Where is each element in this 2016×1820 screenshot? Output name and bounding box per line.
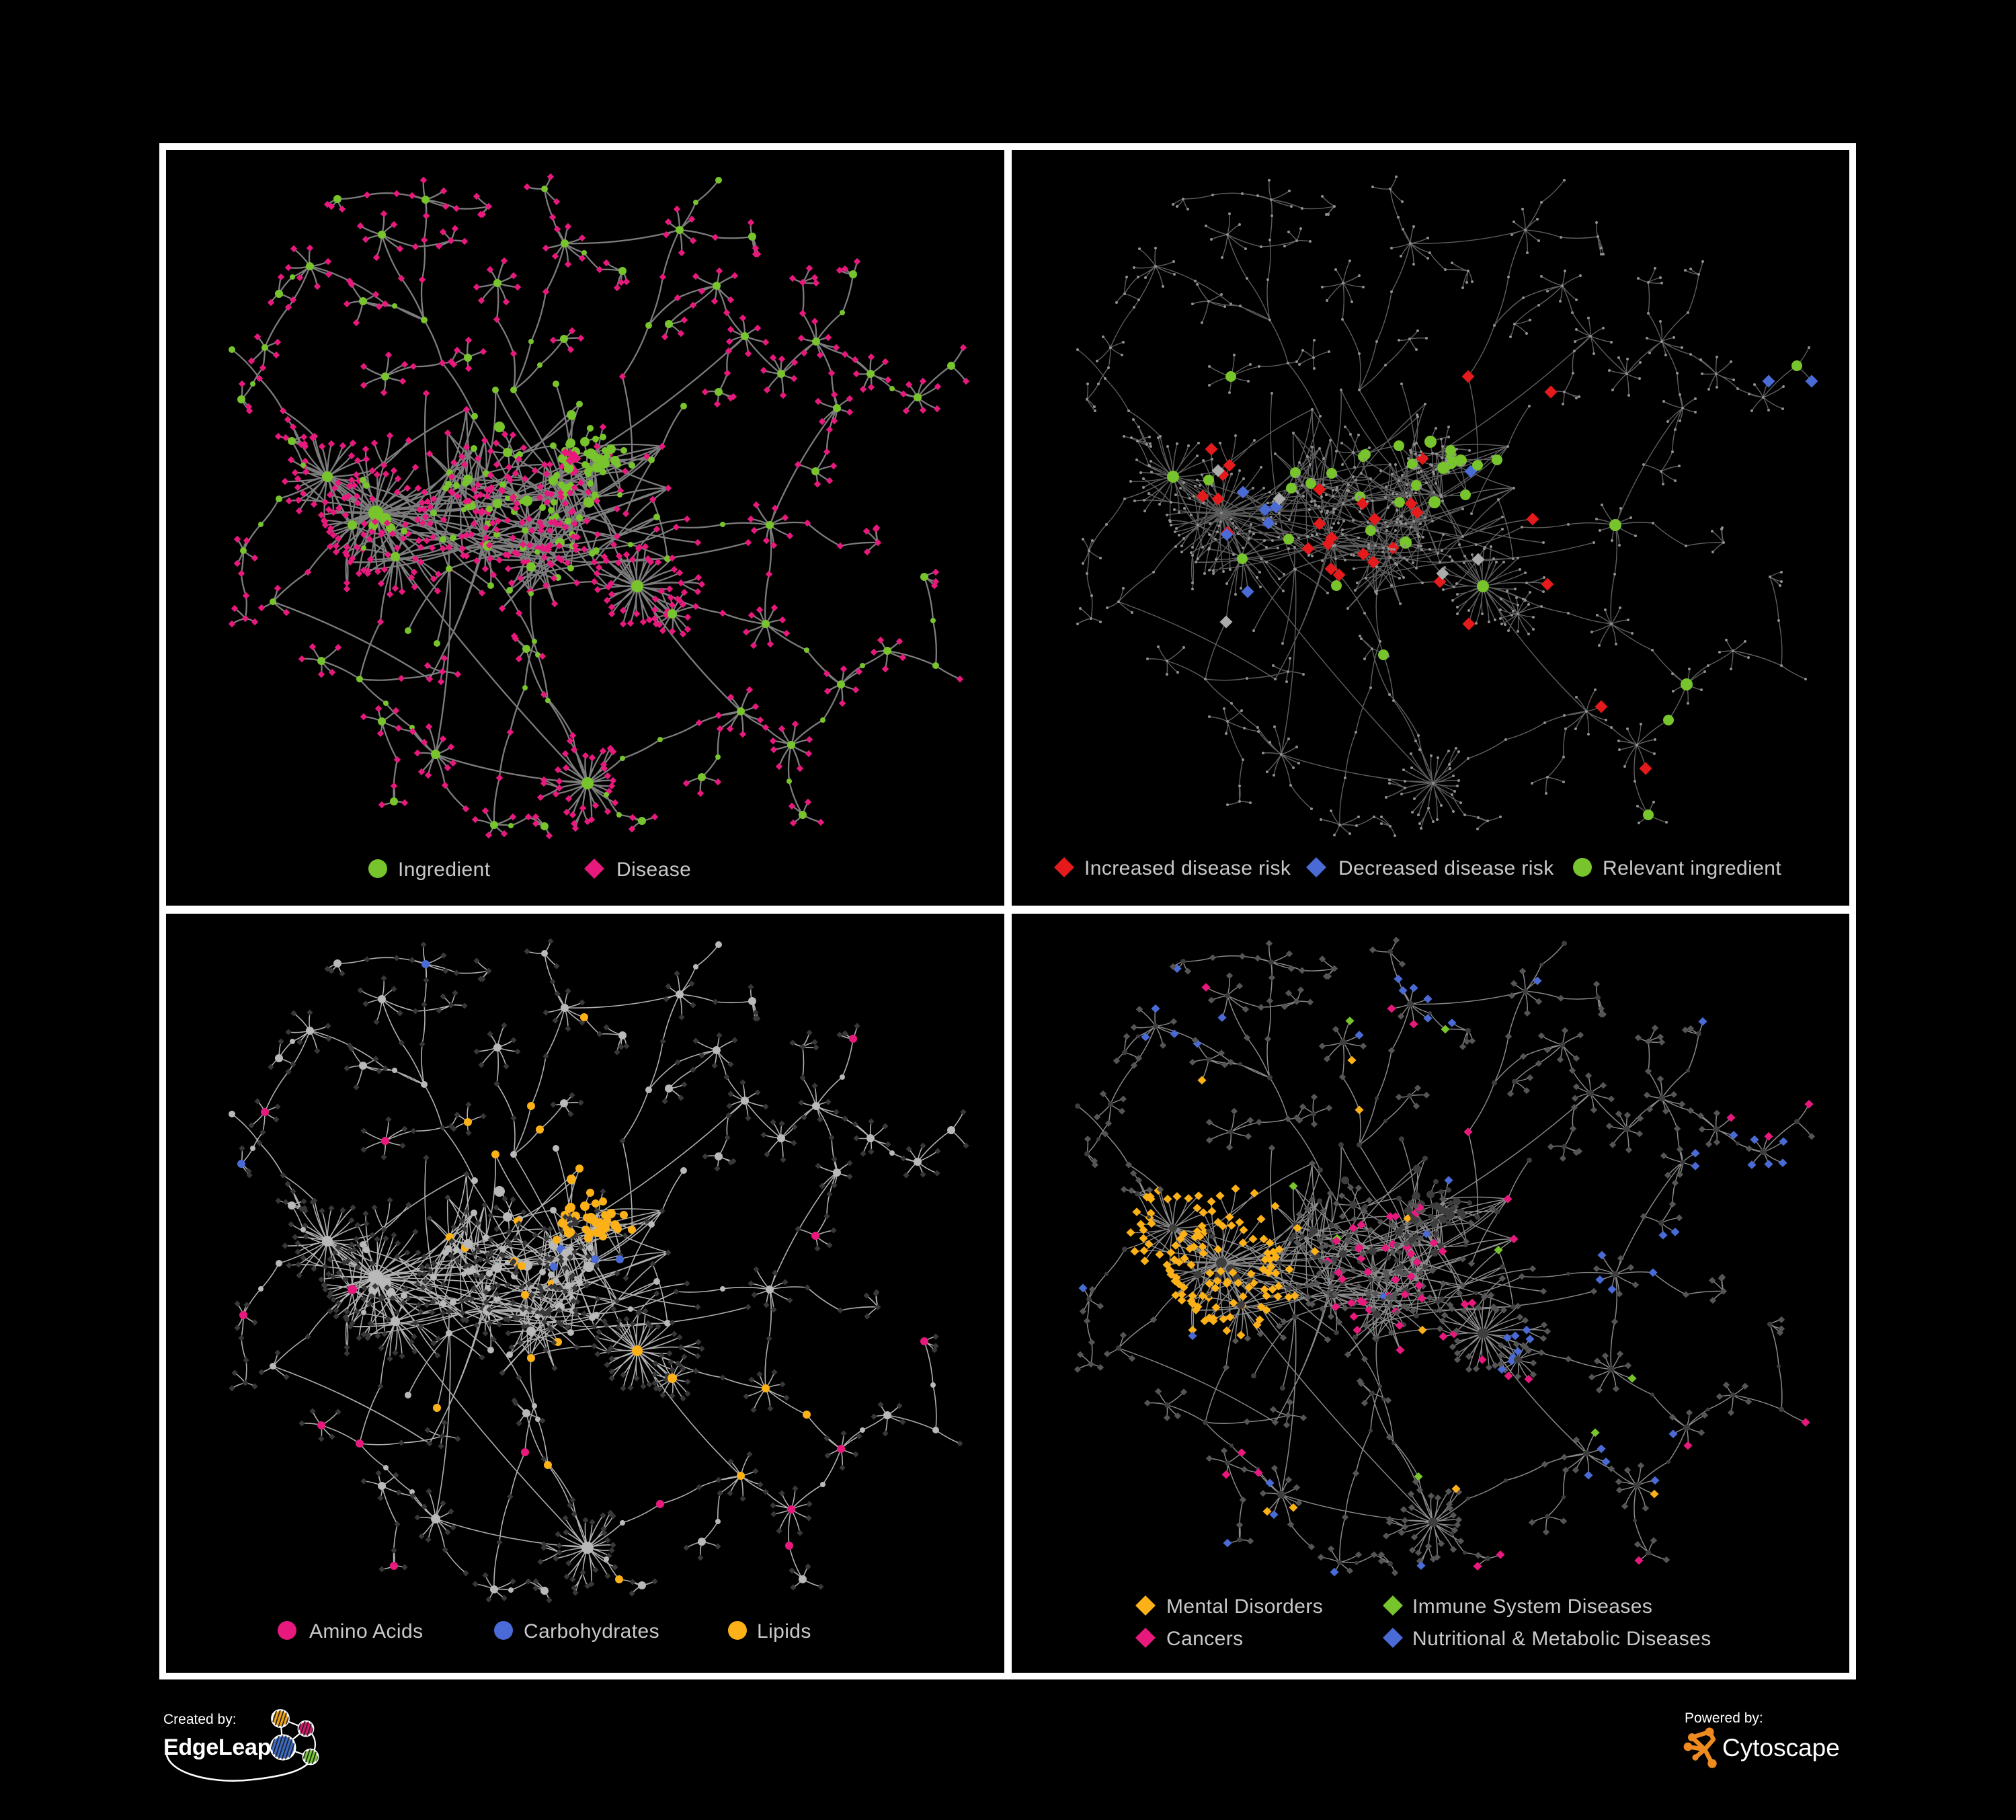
svg-text:Amino Acids: Amino Acids	[309, 1620, 423, 1643]
svg-text:Powered by:: Powered by:	[1685, 1710, 1763, 1726]
svg-text:Increased disease risk: Increased disease risk	[1084, 857, 1291, 879]
svg-text:EdgeLeap: EdgeLeap	[163, 1735, 271, 1760]
svg-text:Relevant ingredient: Relevant ingredient	[1603, 857, 1781, 879]
svg-text:Mental Disorders: Mental Disorders	[1166, 1595, 1323, 1618]
svg-text:Disease: Disease	[616, 859, 691, 881]
svg-text:Carbohydrates: Carbohydrates	[524, 1620, 659, 1643]
svg-text:Created by:: Created by:	[163, 1712, 237, 1727]
svg-text:Immune System Diseases: Immune System Diseases	[1412, 1595, 1652, 1618]
svg-text:Decreased disease risk: Decreased disease risk	[1338, 857, 1554, 879]
svg-text:Nutritional & Metabolic Diseas: Nutritional & Metabolic Diseases	[1412, 1628, 1711, 1650]
svg-text:Lipids: Lipids	[757, 1620, 811, 1643]
svg-text:Cytoscape: Cytoscape	[1722, 1734, 1840, 1762]
svg-text:Ingredient: Ingredient	[398, 859, 491, 881]
svg-text:Cancers: Cancers	[1166, 1628, 1244, 1650]
